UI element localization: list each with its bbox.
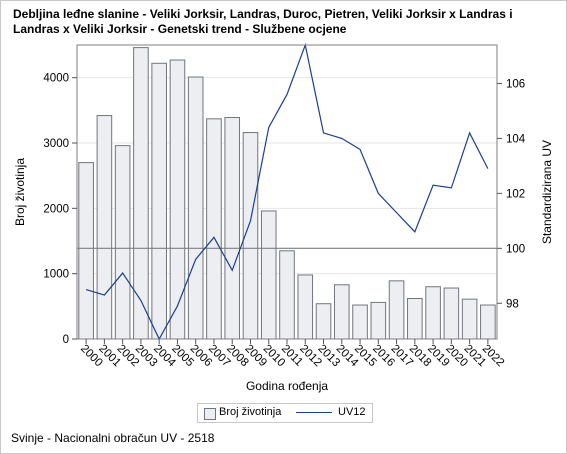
chart-legend: Broj životinja UV12 <box>197 403 373 423</box>
bar <box>352 304 368 340</box>
bar <box>169 59 186 340</box>
y-left-tick-label: 0 <box>63 334 69 346</box>
footnote: Svinje - Nacionalni obračun UV - 2518 <box>11 431 215 445</box>
bar <box>260 210 277 340</box>
bar <box>297 274 314 340</box>
legend-bar-swatch <box>204 408 216 420</box>
bar <box>151 62 167 340</box>
legend-bars-label: Broj životinja <box>219 406 282 418</box>
bar <box>407 297 423 340</box>
y-right-tick-label: 98 <box>506 298 519 310</box>
x-axis-title: Godina rođenja <box>246 379 328 393</box>
bar <box>206 118 222 340</box>
y-right-tick-label: 104 <box>506 133 526 145</box>
bar <box>425 286 441 340</box>
bar <box>279 250 295 340</box>
bar <box>480 304 496 340</box>
bar <box>388 280 405 340</box>
legend-line-swatch <box>296 412 332 413</box>
bar <box>114 145 131 340</box>
bar <box>96 115 113 340</box>
chart-title: Debljina leđne slanine - Veliki Jorksir,… <box>13 7 513 36</box>
y-right-tick-label: 100 <box>506 243 525 255</box>
y-left-tick-label: 1000 <box>43 269 69 281</box>
bar <box>187 76 204 340</box>
legend-line-label: UV12 <box>338 406 366 418</box>
bar <box>133 47 149 340</box>
bar <box>315 303 332 340</box>
y-right-axis-title: Standardizirana UV <box>540 140 554 244</box>
y-left-tick-label: 4000 <box>43 73 69 85</box>
bar <box>224 117 241 340</box>
y-left-axis-title: Broj životinja <box>13 158 27 226</box>
y-left-tick-label: 3000 <box>43 138 69 150</box>
bar <box>461 298 478 340</box>
bar <box>333 284 350 340</box>
bar <box>78 162 94 340</box>
y-left-tick-label: 2000 <box>43 203 69 215</box>
bar <box>370 301 387 340</box>
bar <box>443 287 460 340</box>
y-right-tick-label: 106 <box>506 78 525 90</box>
uv12-line <box>85 42 489 341</box>
y-right-tick-label: 102 <box>506 188 525 200</box>
